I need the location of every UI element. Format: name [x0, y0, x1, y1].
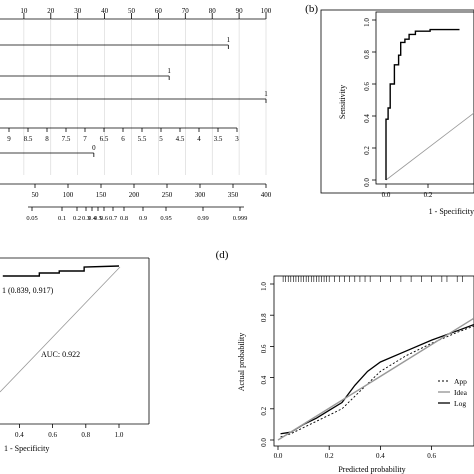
predictor-end-label: 1	[264, 90, 268, 98]
risk-tick-label: 0.999	[233, 215, 248, 222]
panel-d-legend-label: Idea	[454, 388, 468, 397]
panel-d-label: (d)	[216, 249, 229, 261]
risk-tick-label: 0.8	[120, 215, 128, 222]
total-points-tick-label: 400	[261, 191, 272, 199]
panel-d-y-tick-label: 0.6	[260, 344, 268, 353]
panel-c-x-tick-label: 0.8	[81, 431, 90, 439]
panel-b-label: (b)	[305, 3, 318, 15]
total-points-tick-label: 50	[32, 191, 40, 199]
panel-d-legend-label: Log	[454, 399, 466, 408]
total-points-tick-label: 300	[195, 191, 206, 199]
panel-c-x-tick-label: 0.6	[48, 431, 57, 439]
panel-b-y-tick-label: 0.4	[363, 114, 371, 123]
panel-d-y-axis-label: Actual probability	[237, 333, 246, 391]
points-tick-label: 10	[20, 7, 28, 15]
predictor-tick-label: 4	[197, 135, 201, 143]
predictor-tick-label: 3	[235, 135, 239, 143]
panel-d-y-tick-label: 1.0	[260, 282, 268, 291]
panel-d-y-tick-label: 0.0	[260, 438, 268, 447]
predictor-tick-label: 5.5	[138, 135, 147, 143]
risk-tick-label: 0.95	[160, 215, 171, 222]
panel-b-x-axis-label: 1 - Specificity	[429, 207, 474, 216]
panel-d-y-tick-label: 0.2	[260, 406, 268, 415]
points-tick-label: 30	[74, 7, 82, 15]
total-points-tick-label: 250	[162, 191, 173, 199]
panel-d-plot-area	[273, 275, 474, 447]
panel-b-frame	[320, 9, 474, 194]
predictor-tick-label: 9	[7, 135, 11, 143]
predictor-tick-label: 6.5	[100, 135, 109, 143]
risk-tick-label: 0.7	[109, 215, 118, 222]
panel-b-x-tick-label: 0.0	[382, 191, 391, 199]
panel-d-series-line	[277, 317, 474, 441]
predictor-end-label: 1	[227, 36, 231, 44]
total-points-tick-label: 150	[96, 191, 107, 199]
panel-c-auc-label: AUC: 0.922	[41, 350, 80, 359]
risk-tick-label: 0.05	[26, 215, 37, 222]
panel-b-y-axis-label: Sensitivity	[338, 85, 347, 119]
points-tick-label: 100	[261, 7, 272, 15]
points-tick-label: 60	[155, 7, 163, 15]
predictor-end-label: 0	[92, 144, 96, 152]
panel-c-reference-line	[0, 266, 121, 393]
panel-b-plot-area	[375, 11, 474, 185]
panel-c-point-annotation: 1 (0.839, 0.917)	[2, 286, 54, 295]
panel-b-y-tick-label: 0.0	[363, 178, 371, 187]
panel-d-y-tick-label: 0.8	[260, 313, 268, 322]
predictor-tick-label: 7	[83, 135, 87, 143]
points-tick-label: 90	[236, 7, 244, 15]
risk-tick-label: 0.4	[88, 215, 97, 222]
panel-b-x-tick-label: 0.2	[424, 191, 433, 199]
risk-tick-label: 0.6	[100, 215, 109, 222]
panel-b-y-tick-label: 0.8	[363, 50, 371, 59]
panel-c-x-tick-label: 1.0	[115, 431, 124, 439]
panel-d-legend-label: App	[454, 377, 467, 386]
predictor-tick-label: 8.5	[24, 135, 33, 143]
panel-d-x-tick-label: 0.2	[325, 452, 334, 460]
panel-b-reference-line	[385, 112, 474, 181]
total-points-tick-label: 100	[63, 191, 74, 199]
panel-d-series-line	[280, 325, 474, 438]
points-tick-label: 40	[101, 7, 109, 15]
points-tick-label: 70	[182, 7, 190, 15]
predictor-tick-label: 5	[159, 135, 163, 143]
risk-tick-label: 0.99	[197, 215, 208, 222]
panel-c-x-tick-label: 0.4	[15, 431, 24, 439]
predictor-tick-label: 8	[45, 135, 49, 143]
panel-d-x-tick-label: 0.0	[274, 452, 283, 460]
panel-c-x-axis-label: 1 - Specificity	[4, 444, 49, 453]
total-points-tick-label: 350	[228, 191, 239, 199]
predictor-tick-label: 4.5	[176, 135, 185, 143]
points-tick-label: 20	[47, 7, 55, 15]
risk-tick-label: 0.1	[58, 215, 66, 222]
panel-d-y-tick-label: 0.4	[260, 375, 268, 384]
predictor-tick-label: 6	[121, 135, 125, 143]
predictor-tick-label: 3.5	[214, 135, 223, 143]
risk-tick-label: 0.2	[73, 215, 81, 222]
panel-b-roc-curve	[385, 28, 460, 180]
panel-c-roc-curve	[2, 265, 120, 277]
risk-tick-label: 0.3	[82, 215, 90, 222]
panel-d-x-tick-label: 0.4	[376, 452, 385, 460]
panel-b-y-tick-label: 0.2	[363, 146, 371, 155]
risk-tick-label: 0.5	[94, 215, 102, 222]
panel-d-x-axis-label: Predicted probability	[338, 465, 405, 474]
points-tick-label: 80	[209, 7, 217, 15]
predictor-end-label: 1	[167, 67, 171, 75]
panel-b-y-tick-label: 0.6	[363, 82, 371, 91]
total-points-tick-label: 200	[129, 191, 140, 199]
panel-d-x-tick-label: 0.6	[427, 452, 436, 460]
panel-b-y-tick-label: 1.0	[363, 18, 371, 27]
points-tick-label: 50	[128, 7, 136, 15]
predictor-tick-label: 7.5	[62, 135, 71, 143]
risk-tick-label: 0.9	[139, 215, 147, 222]
